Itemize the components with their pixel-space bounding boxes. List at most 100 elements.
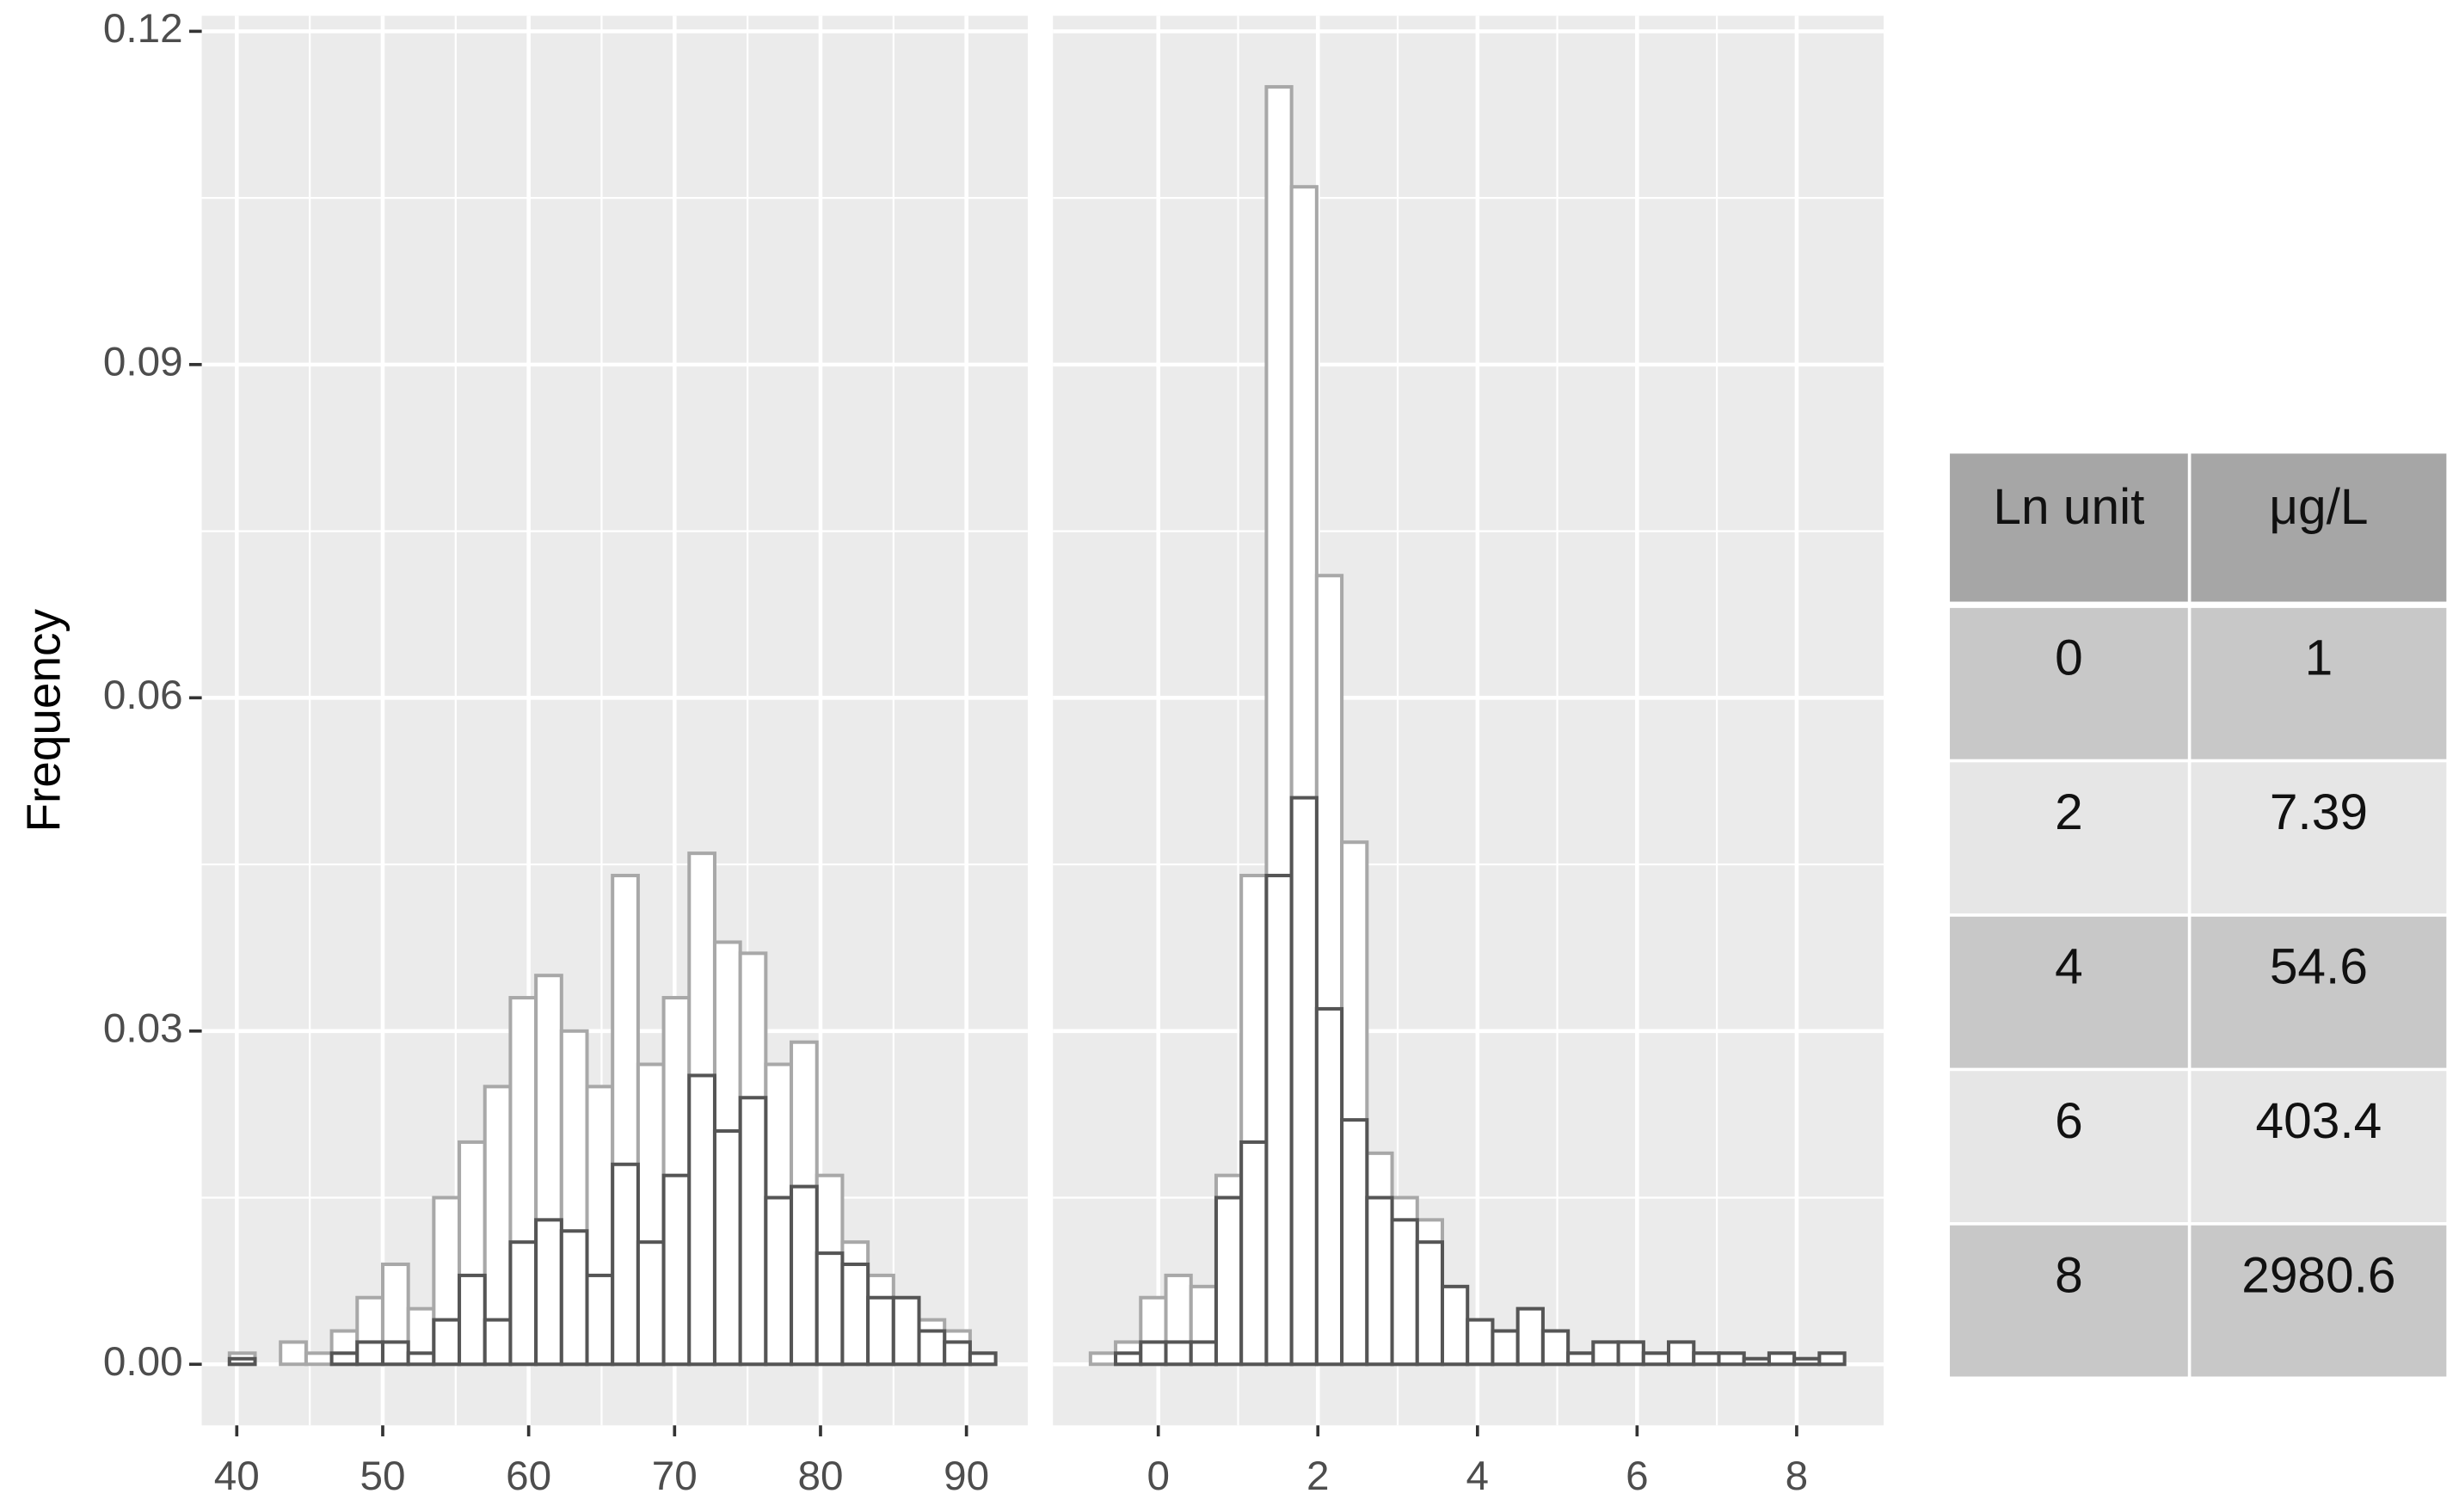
histogram-bar bbox=[1792, 1356, 1822, 1367]
histogram-bar bbox=[1114, 1351, 1143, 1367]
table-header-text: Ln unit bbox=[1993, 479, 2144, 535]
histogram-bar bbox=[1717, 1351, 1746, 1367]
y-tick-label: 0.09 bbox=[103, 339, 183, 384]
table-cell-text: 6 bbox=[2055, 1093, 2083, 1149]
y-tick-label: 0.00 bbox=[103, 1339, 183, 1385]
histogram-bar bbox=[1641, 1351, 1671, 1367]
table-cell bbox=[2191, 607, 2447, 759]
histogram-bar bbox=[1692, 1351, 1721, 1367]
histogram-bar bbox=[508, 1240, 538, 1367]
histogram-bar bbox=[406, 1351, 436, 1367]
histogram-bar bbox=[1264, 873, 1294, 1367]
y-tick-label: 0.12 bbox=[103, 6, 183, 52]
x-tick-label: 90 bbox=[944, 1454, 989, 1499]
histogram-bar bbox=[790, 1184, 819, 1367]
x-tick-label: 2 bbox=[1306, 1454, 1330, 1499]
histogram-bar bbox=[917, 1329, 947, 1367]
histogram-bar bbox=[1415, 1240, 1445, 1367]
histogram-bar bbox=[764, 1195, 794, 1367]
table-cell bbox=[2191, 762, 2447, 914]
histogram-bar bbox=[458, 1273, 487, 1367]
histogram-bar bbox=[1616, 1340, 1645, 1367]
table-cell-text: 7.39 bbox=[2270, 784, 2368, 840]
histogram-bar bbox=[1088, 1351, 1118, 1367]
histogram-bar bbox=[1164, 1340, 1193, 1367]
histogram-bar bbox=[329, 1351, 360, 1367]
table-cell bbox=[1950, 1225, 2188, 1377]
histogram-bar bbox=[534, 1218, 563, 1367]
histogram-bar bbox=[968, 1351, 998, 1367]
histogram-bar bbox=[1314, 1006, 1344, 1367]
x-tick-label: 0 bbox=[1147, 1454, 1170, 1499]
table-cell-text: 2980.6 bbox=[2241, 1247, 2395, 1303]
histogram-bar bbox=[1667, 1340, 1696, 1367]
table-cell-text: 4 bbox=[2055, 939, 2083, 995]
histogram-bar bbox=[1139, 1340, 1168, 1367]
table-cell-text: 403.4 bbox=[2256, 1093, 2382, 1149]
histogram-bar bbox=[1767, 1351, 1797, 1367]
histogram-bar bbox=[279, 1340, 308, 1367]
x-tick-label: 4 bbox=[1466, 1454, 1490, 1499]
histogram-bar bbox=[815, 1251, 845, 1367]
histogram-bar bbox=[840, 1262, 870, 1367]
table-cell bbox=[1950, 607, 2188, 759]
histogram-bar bbox=[661, 1173, 692, 1367]
histogram-bar bbox=[355, 1340, 384, 1367]
histogram-bar bbox=[1189, 1340, 1218, 1367]
panel-background bbox=[1053, 15, 1884, 1426]
x-tick-label: 6 bbox=[1626, 1454, 1649, 1499]
table-cell bbox=[1950, 916, 2188, 1068]
table-cell bbox=[1950, 1071, 2188, 1223]
table-cell bbox=[1950, 762, 2188, 914]
histogram-bar bbox=[1566, 1351, 1595, 1367]
table-cell bbox=[2191, 916, 2447, 1068]
histogram-bar bbox=[1491, 1329, 1520, 1367]
x-tick-label: 40 bbox=[214, 1454, 260, 1499]
table-cell-text: 54.6 bbox=[2270, 939, 2368, 995]
histogram-bar bbox=[1540, 1329, 1571, 1367]
histogram-bar bbox=[1239, 1140, 1269, 1367]
histogram-bar bbox=[1440, 1284, 1470, 1367]
x-tick-label: 60 bbox=[506, 1454, 551, 1499]
x-tick-label: 80 bbox=[797, 1454, 843, 1499]
histogram-bar bbox=[712, 1129, 742, 1367]
histogram-bar bbox=[1390, 1218, 1419, 1367]
histogram-bar bbox=[432, 1318, 462, 1367]
histogram-bar bbox=[559, 1229, 589, 1367]
y-tick-label: 0.03 bbox=[103, 1005, 183, 1051]
histogram-bar bbox=[891, 1295, 921, 1367]
histogram-bar bbox=[1214, 1195, 1244, 1367]
table-header-cell bbox=[2191, 453, 2447, 602]
histogram-bar bbox=[1817, 1351, 1847, 1367]
histogram-bar bbox=[866, 1295, 895, 1367]
histogram-bar bbox=[1365, 1195, 1394, 1367]
table-cell-text: 2 bbox=[2055, 784, 2083, 840]
x-tick-label: 70 bbox=[652, 1454, 698, 1499]
table-header-text: μg/L bbox=[2269, 479, 2368, 535]
histogram-bar bbox=[483, 1085, 513, 1367]
histogram-bar bbox=[687, 1073, 716, 1367]
y-tick-label: 0.06 bbox=[103, 673, 183, 718]
histogram-bar bbox=[483, 1318, 513, 1367]
histogram-bar bbox=[585, 1273, 615, 1367]
histogram-bar bbox=[738, 1096, 768, 1367]
table-cell bbox=[2191, 1071, 2447, 1223]
y-axis-label: Frequency bbox=[16, 609, 70, 833]
histogram-bar bbox=[380, 1340, 410, 1367]
histogram-bar bbox=[1742, 1356, 1771, 1367]
histogram-bar bbox=[1289, 796, 1319, 1367]
histogram-bar bbox=[304, 1351, 334, 1367]
histogram-bar bbox=[943, 1340, 972, 1367]
histogram-bar bbox=[636, 1240, 666, 1367]
table-cell-text: 8 bbox=[2055, 1247, 2083, 1303]
table-cell-text: 1 bbox=[2305, 630, 2333, 686]
histogram-bar bbox=[611, 1162, 640, 1367]
table-cell-text: 0 bbox=[2055, 630, 2083, 686]
histogram-bar bbox=[1515, 1306, 1545, 1367]
x-tick-label: 50 bbox=[360, 1454, 405, 1499]
table-header-cell bbox=[1950, 453, 2188, 602]
histogram-bar bbox=[1466, 1318, 1495, 1367]
histogram-bar bbox=[1591, 1340, 1620, 1367]
histogram-bar bbox=[1340, 1118, 1369, 1367]
